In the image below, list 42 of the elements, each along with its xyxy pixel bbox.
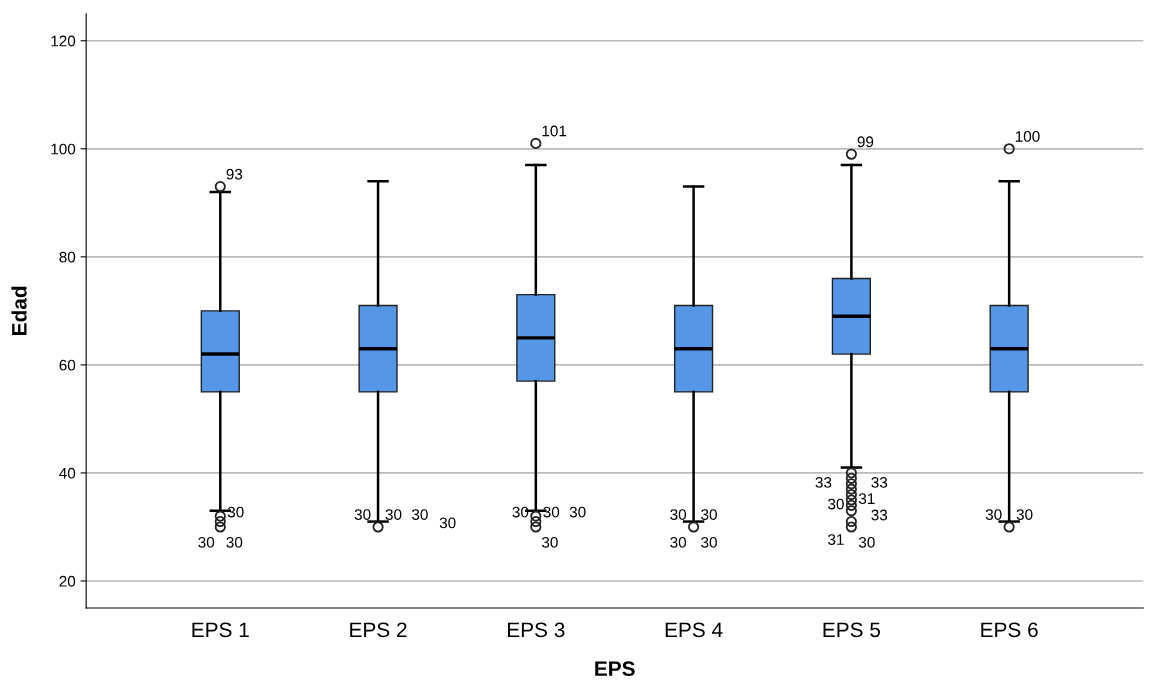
annotation: 30 xyxy=(1016,509,1033,520)
x-tick-label: EPS 6 xyxy=(981,622,1038,638)
y-tick-label: 40 xyxy=(59,467,76,479)
annotation: 93 xyxy=(226,168,243,180)
annotation: 31 xyxy=(858,493,875,505)
annotation: 30 xyxy=(701,536,717,548)
annotation: 33 xyxy=(815,477,832,488)
annotation: 100 xyxy=(1015,130,1040,142)
y-tick-label: 100 xyxy=(51,143,76,155)
y-axis-title: Edad xyxy=(11,286,27,335)
annotation: 30 xyxy=(828,498,844,510)
annotation: 30 xyxy=(512,506,529,518)
x-axis-title: EPS xyxy=(595,661,635,677)
annotation: 30 xyxy=(226,536,243,548)
annotation: 30 xyxy=(385,509,402,520)
annotation: 30 xyxy=(569,506,586,518)
annotation: 30 xyxy=(670,509,687,520)
annotation: 30 xyxy=(411,509,428,520)
x-tick-label: EPS 2 xyxy=(350,622,407,638)
y-tick-label: 60 xyxy=(59,359,76,371)
annotation: 30 xyxy=(541,536,558,548)
annotation: 30 xyxy=(670,536,687,548)
annotation: 99 xyxy=(857,136,874,148)
annotation: 30 xyxy=(543,506,560,518)
x-tick-label: EPS 4 xyxy=(665,622,723,638)
annotation: 33 xyxy=(871,509,888,521)
annotation: 33 xyxy=(871,477,888,488)
x-tick-label: EPS 5 xyxy=(823,622,881,638)
y-tick-label: 120 xyxy=(51,35,76,47)
annotation: 30 xyxy=(858,536,875,548)
annotation: 101 xyxy=(542,125,567,137)
annotation: 30 xyxy=(985,509,1002,520)
annotation: 30 xyxy=(227,506,244,518)
annotation: 30 xyxy=(701,509,717,520)
x-tick-label: EPS 3 xyxy=(508,622,565,638)
y-tick-label: 80 xyxy=(59,251,76,263)
annotation: 30 xyxy=(198,536,215,548)
annotation: 30 xyxy=(439,517,456,529)
annotation: 31 xyxy=(828,534,844,545)
y-tick-label: 20 xyxy=(59,575,76,587)
annotation: 30 xyxy=(354,509,371,520)
x-tick-label: EPS 1 xyxy=(192,622,249,638)
